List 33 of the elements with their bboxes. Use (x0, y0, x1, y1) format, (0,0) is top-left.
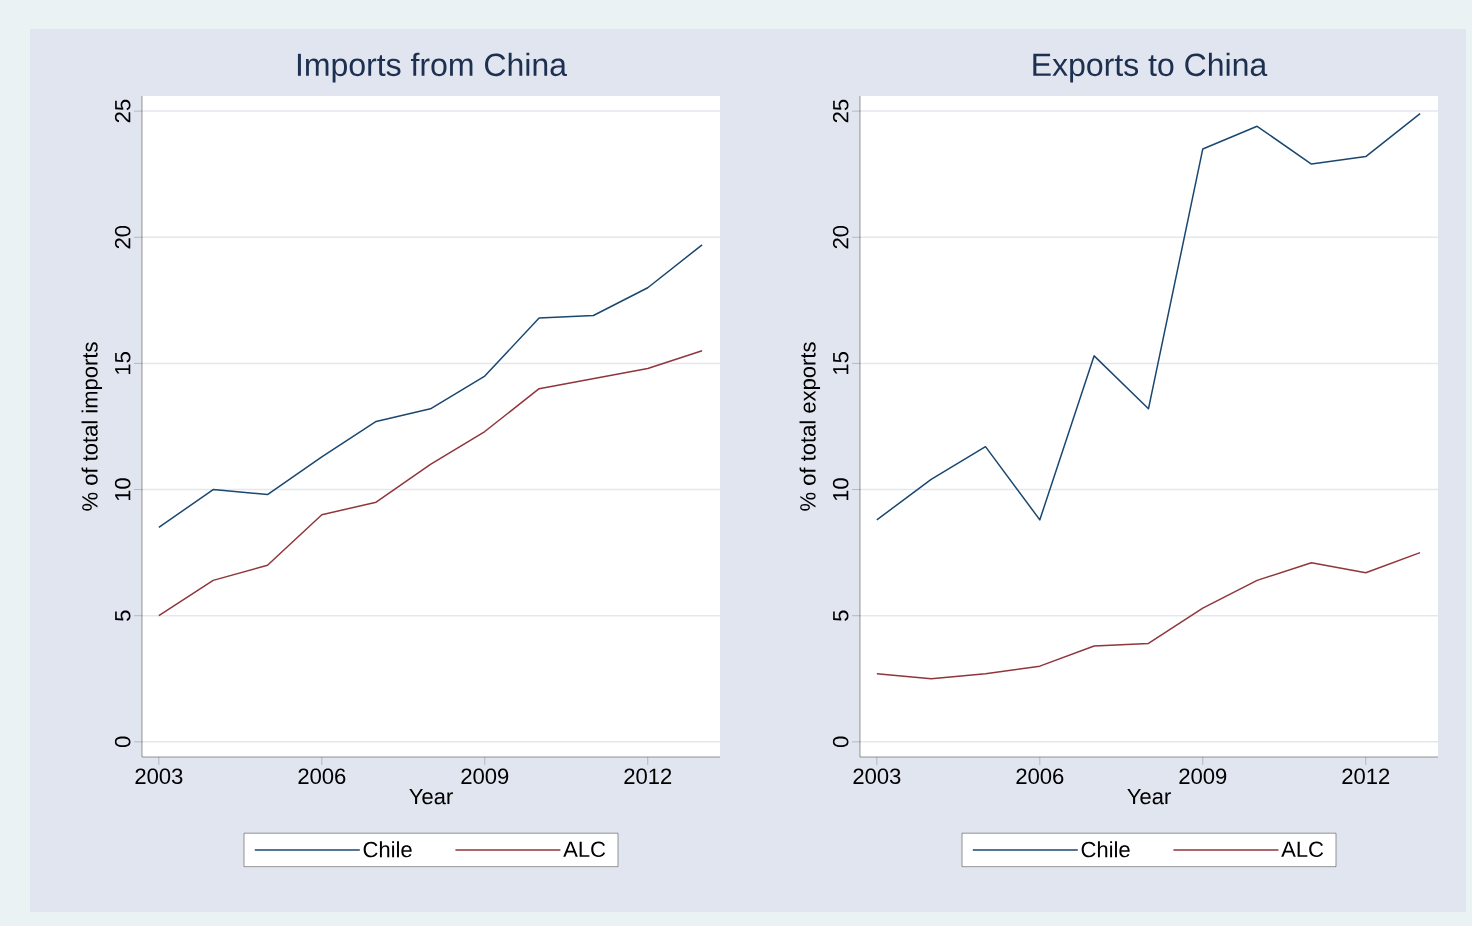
x-tick-label: 2009 (1179, 768, 1227, 785)
x-tick-label: 2006 (1016, 768, 1064, 785)
line-series (158, 244, 703, 529)
x-tick-label: 2009 (461, 768, 509, 785)
x-axis-title: Year (1127, 788, 1171, 805)
y-tick-label: 20 (114, 225, 131, 249)
line-series (876, 551, 1421, 680)
y-tick-label: 10 (832, 478, 849, 501)
legend-label: ALC (563, 841, 606, 858)
x-tick-label: 2012 (1342, 768, 1390, 785)
y-tick-label: 20 (832, 225, 849, 249)
y-tick-label: 15 (833, 352, 849, 374)
chart-title: Imports from China (297, 52, 568, 83)
y-tick-label: 25 (832, 99, 849, 123)
y-axis-title: % of total exports (799, 342, 821, 511)
y-tick-label: 5 (833, 610, 849, 621)
y-tick-label: 0 (832, 736, 849, 748)
y-tick-label: 15 (115, 352, 131, 374)
y-tick-label: 25 (114, 99, 131, 123)
y-tick-label: 0 (114, 736, 131, 748)
line-series (876, 112, 1421, 521)
y-tick-label: 5 (115, 610, 131, 621)
x-axis-title: Year (409, 788, 453, 805)
legend-label: Chile (363, 841, 412, 858)
legend-label: Chile (1081, 841, 1130, 858)
x-tick-label: 2003 (135, 768, 183, 785)
y-axis-title: % of total imports (81, 342, 103, 511)
chart-title: Exports to China (1033, 52, 1268, 83)
x-tick-label: 2012 (624, 768, 672, 785)
x-tick-label: 2006 (298, 768, 346, 785)
y-tick-label: 10 (114, 478, 131, 501)
x-tick-label: 2003 (853, 768, 901, 785)
legend-label: ALC (1281, 841, 1324, 858)
